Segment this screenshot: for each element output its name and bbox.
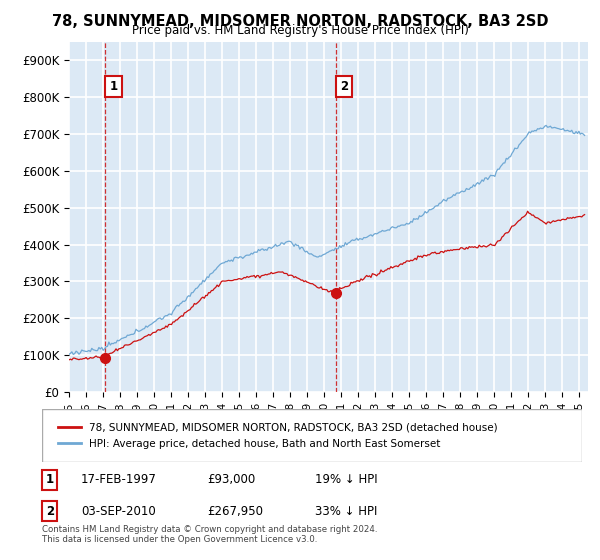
Text: 1: 1 (109, 80, 118, 93)
Text: Price paid vs. HM Land Registry's House Price Index (HPI): Price paid vs. HM Land Registry's House … (131, 24, 469, 37)
Text: 17-FEB-1997: 17-FEB-1997 (81, 473, 157, 487)
Text: 2: 2 (46, 505, 54, 518)
Text: 33% ↓ HPI: 33% ↓ HPI (315, 505, 377, 518)
Text: £267,950: £267,950 (207, 505, 263, 518)
Legend: 78, SUNNYMEAD, MIDSOMER NORTON, RADSTOCK, BA3 2SD (detached house), HPI: Average: 78, SUNNYMEAD, MIDSOMER NORTON, RADSTOCK… (53, 417, 503, 454)
Text: 2: 2 (340, 80, 348, 93)
Text: 78, SUNNYMEAD, MIDSOMER NORTON, RADSTOCK, BA3 2SD: 78, SUNNYMEAD, MIDSOMER NORTON, RADSTOCK… (52, 14, 548, 29)
Text: 03-SEP-2010: 03-SEP-2010 (81, 505, 156, 518)
Text: 1: 1 (46, 473, 54, 487)
Text: Contains HM Land Registry data © Crown copyright and database right 2024.
This d: Contains HM Land Registry data © Crown c… (42, 525, 377, 544)
Text: £93,000: £93,000 (207, 473, 255, 487)
Text: 19% ↓ HPI: 19% ↓ HPI (315, 473, 377, 487)
